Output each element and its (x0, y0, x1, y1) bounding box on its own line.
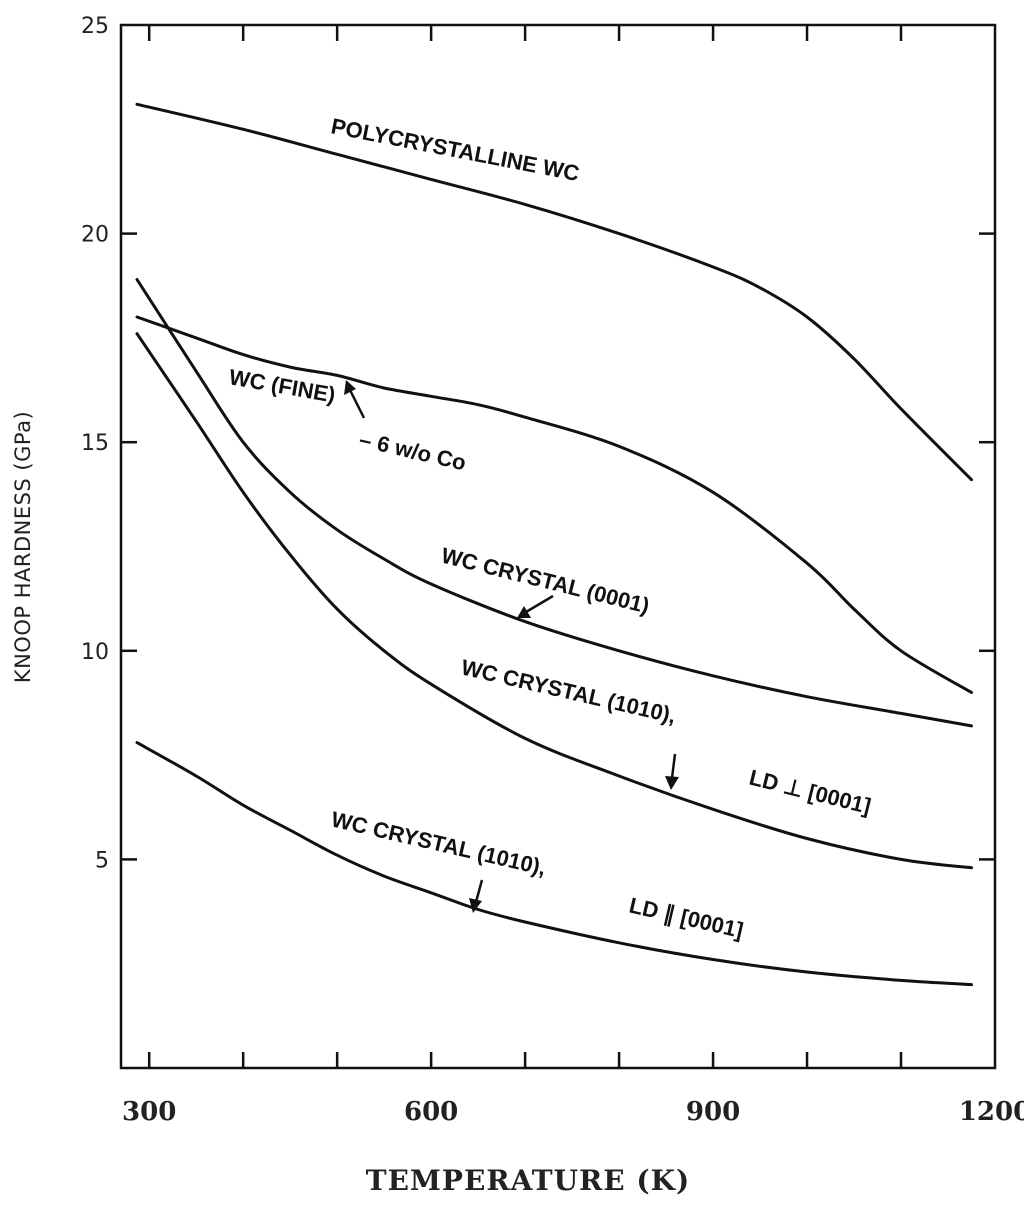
y-axis-title: KNOOP HARDNESS (GPa) (11, 411, 35, 683)
y-tick-label: 10 (81, 640, 109, 665)
x-axis-title: TEMPERATURE (K) (366, 1164, 690, 1197)
series-label-polycrystalline: POLYCRYSTALLINE WC (329, 113, 581, 186)
series-label-wc-fine-line1: WC (FINE) (227, 364, 337, 407)
plot-frame (119, 23, 997, 1070)
pointer-arrow-wc-crystal-0001 (517, 594, 554, 618)
y-tick-label: 15 (81, 431, 109, 456)
series-line-wc-crystal-1010-perp (135, 332, 973, 870)
series-line-wc-crystal-0001 (135, 278, 973, 728)
x-tick-label: 600 (404, 1097, 458, 1127)
series-label-wc-crystal-1010-perp-line1: WC CRYSTAL (1010), (459, 655, 679, 729)
series-label-wc-fine-line2: – 6 w/o Co (357, 427, 469, 476)
y-tick-label: 25 (81, 14, 109, 39)
y-tick-label: 5 (95, 848, 109, 873)
series-label-wc-crystal-1010-para-line2: LD ∥ [0001] (627, 893, 746, 944)
series-line-polycrystalline (135, 102, 973, 482)
y-tick-label: 20 (81, 223, 109, 248)
series-line-wc-crystal-1010-para (135, 741, 973, 987)
pointer-arrow-wc-fine (344, 380, 366, 419)
pointer-arrow-wc-crystal-1010-perp (665, 753, 679, 790)
series-label-wc-crystal-1010-perp-line2: LD ⊥ [0001] (747, 765, 874, 819)
series-label-wc-crystal-1010-para-line1: WC CRYSTAL (1010), (329, 807, 549, 881)
x-tick-label: 300 (122, 1097, 176, 1127)
series-line-wc-fine-6co (135, 315, 973, 694)
pointer-arrow-wc-crystal-1010-para (469, 879, 484, 913)
x-tick-label: 1200 (959, 1097, 1024, 1127)
series-label-wc-crystal-0001: WC CRYSTAL (0001) (439, 543, 652, 619)
x-tick-label: 900 (686, 1097, 740, 1127)
